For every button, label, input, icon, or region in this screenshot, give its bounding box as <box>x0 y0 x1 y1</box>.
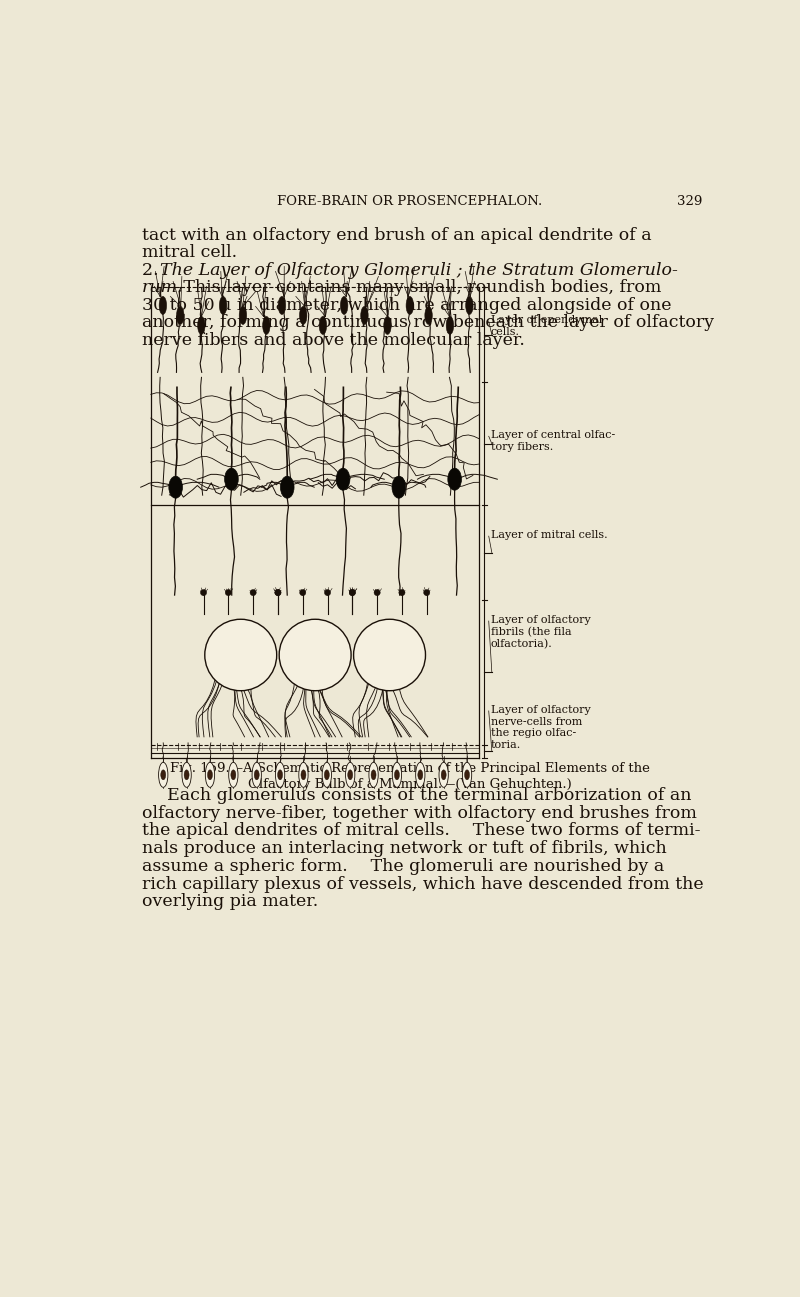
Ellipse shape <box>177 306 184 324</box>
Ellipse shape <box>336 468 350 490</box>
Ellipse shape <box>424 590 430 595</box>
Ellipse shape <box>231 770 236 779</box>
Ellipse shape <box>324 770 330 779</box>
Ellipse shape <box>226 590 231 595</box>
Ellipse shape <box>361 306 368 324</box>
Ellipse shape <box>466 297 473 314</box>
Ellipse shape <box>159 297 166 314</box>
Ellipse shape <box>371 770 376 779</box>
Text: assume a spheric form.  The glomeruli are nourished by a: assume a spheric form. The glomeruli are… <box>142 857 665 875</box>
Ellipse shape <box>369 763 378 787</box>
Ellipse shape <box>394 770 399 779</box>
Ellipse shape <box>462 763 472 787</box>
Text: Olfactory Bulb of a Mammal.—(Van Gehuchten.): Olfactory Bulb of a Mammal.—(Van Gehucht… <box>248 778 572 791</box>
Ellipse shape <box>158 763 168 787</box>
Ellipse shape <box>446 316 454 335</box>
Ellipse shape <box>348 770 353 779</box>
Ellipse shape <box>205 619 277 691</box>
Ellipse shape <box>201 590 206 595</box>
Ellipse shape <box>252 763 262 787</box>
Ellipse shape <box>275 590 281 595</box>
Text: Layer of olfactory
nerve-cells from
the regio olfac-
toria.: Layer of olfactory nerve-cells from the … <box>490 706 590 750</box>
Ellipse shape <box>184 770 189 779</box>
Text: nals produce an interlacing network or tuft of fibrils, which: nals produce an interlacing network or t… <box>142 840 667 857</box>
Text: overlying pia mater.: overlying pia mater. <box>142 894 318 910</box>
Ellipse shape <box>392 763 402 787</box>
Text: Layer of mitral cells.: Layer of mitral cells. <box>490 530 607 540</box>
Text: Fig. 159.—A Schematic Representation of the Principal Elements of the: Fig. 159.—A Schematic Representation of … <box>170 761 650 774</box>
Ellipse shape <box>325 590 330 595</box>
Text: —This layer contains many small, roundish bodies, from: —This layer contains many small, roundis… <box>166 279 661 297</box>
Text: 329: 329 <box>677 195 702 208</box>
Ellipse shape <box>350 590 355 595</box>
Ellipse shape <box>354 619 426 691</box>
Text: 30 to 50 μ in diameter, which are arranged alongside of one: 30 to 50 μ in diameter, which are arrang… <box>142 297 672 314</box>
Ellipse shape <box>406 297 414 314</box>
Ellipse shape <box>161 770 166 779</box>
Ellipse shape <box>341 297 348 314</box>
Text: olfactory nerve-fiber, together with olfactory end brushes from: olfactory nerve-fiber, together with olf… <box>142 804 697 821</box>
Ellipse shape <box>319 316 326 335</box>
Ellipse shape <box>225 468 238 490</box>
Ellipse shape <box>278 297 286 314</box>
Ellipse shape <box>229 763 238 787</box>
Text: rum.: rum. <box>142 279 184 297</box>
Ellipse shape <box>300 590 306 595</box>
Ellipse shape <box>278 770 282 779</box>
Ellipse shape <box>279 619 351 691</box>
Ellipse shape <box>182 763 191 787</box>
Text: the apical dendrites of mitral cells.  These two forms of termi-: the apical dendrites of mitral cells. Th… <box>142 822 701 839</box>
Ellipse shape <box>299 306 307 324</box>
Ellipse shape <box>350 590 355 595</box>
Text: Each glomerulus consists of the terminal arborization of an: Each glomerulus consists of the terminal… <box>167 787 691 804</box>
Ellipse shape <box>418 770 422 779</box>
Ellipse shape <box>322 763 331 787</box>
Text: tact with an olfactory end brush of an apical dendrite of a: tact with an olfactory end brush of an a… <box>142 227 652 244</box>
Text: The Layer of Olfactory Glomeruli ; the Stratum Glomerulo-: The Layer of Olfactory Glomeruli ; the S… <box>159 262 678 279</box>
Ellipse shape <box>416 763 425 787</box>
Ellipse shape <box>281 476 294 498</box>
Ellipse shape <box>254 770 259 779</box>
Ellipse shape <box>439 763 448 787</box>
Ellipse shape <box>206 763 214 787</box>
Text: another, forming a continuous row beneath the layer of olfactory: another, forming a continuous row beneat… <box>142 314 714 332</box>
Ellipse shape <box>262 316 270 335</box>
Ellipse shape <box>169 476 182 498</box>
Ellipse shape <box>239 306 246 324</box>
Ellipse shape <box>448 468 462 490</box>
Ellipse shape <box>425 306 432 324</box>
Ellipse shape <box>250 590 256 595</box>
Text: FORE-BRAIN OR PROSENCEPHALON.: FORE-BRAIN OR PROSENCEPHALON. <box>278 195 542 208</box>
Text: Layer of olfactory
fibrils (the fila
olfactoria).: Layer of olfactory fibrils (the fila olf… <box>490 615 590 648</box>
Ellipse shape <box>301 770 306 779</box>
Text: Layer of ependymal
cells.: Layer of ependymal cells. <box>490 315 602 337</box>
Text: rich capillary plexus of vessels, which have descended from the: rich capillary plexus of vessels, which … <box>142 875 704 892</box>
Ellipse shape <box>441 770 446 779</box>
Ellipse shape <box>275 763 285 787</box>
Text: mitral cell.: mitral cell. <box>142 244 238 261</box>
Ellipse shape <box>392 476 406 498</box>
Text: Layer of central olfac-
tory fibers.: Layer of central olfac- tory fibers. <box>490 431 615 451</box>
Ellipse shape <box>384 316 391 335</box>
Ellipse shape <box>346 763 355 787</box>
Ellipse shape <box>399 590 405 595</box>
Text: 2.: 2. <box>142 262 167 279</box>
Ellipse shape <box>299 763 308 787</box>
Ellipse shape <box>207 770 213 779</box>
Ellipse shape <box>465 770 470 779</box>
Ellipse shape <box>198 316 205 335</box>
Ellipse shape <box>275 590 281 595</box>
Text: nerve fibers and above the molecular layer.: nerve fibers and above the molecular lay… <box>142 332 525 349</box>
Ellipse shape <box>374 590 380 595</box>
Ellipse shape <box>219 297 227 314</box>
